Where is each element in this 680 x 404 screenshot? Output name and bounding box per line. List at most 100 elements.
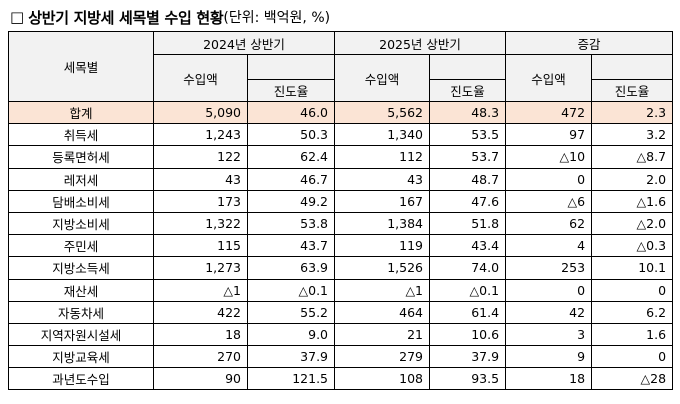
table-row: 자동차세 422 55.2 464 61.4 42 6.2 (8, 300, 674, 324)
cell-p25: 93.5 (429, 367, 507, 391)
cell-da: 18 (505, 367, 593, 391)
cell-da: 0 (505, 278, 593, 302)
cell-da: △6 (505, 189, 593, 213)
table-row: 담배소비세 173 49.2 167 47.6 △6 △1.6 (8, 189, 674, 213)
cell-a24: 270 (153, 345, 248, 369)
cell-a25: 112 (334, 145, 431, 169)
cell-da: 253 (505, 256, 593, 280)
cell-da: 62 (505, 211, 593, 236)
tax-revenue-table: 세목별 2024년 상반기 2025년 상반기 증감 수입액 수입액 수입액 진… (8, 31, 674, 391)
cell-a25: 1,340 (334, 123, 431, 147)
cell-a24: 115 (153, 234, 248, 258)
cell-dp: △8.7 (591, 145, 674, 169)
header-amount-2025: 수입액 (334, 54, 431, 102)
cell-a24: 122 (153, 145, 248, 169)
cell-a25: 21 (334, 322, 431, 347)
row-label: 등록면허세 (8, 145, 154, 169)
header-amount-2024: 수입액 (153, 54, 248, 102)
row-label: 재산세 (8, 278, 154, 302)
cell-p25: 37.9 (429, 345, 507, 369)
cell-da: 97 (505, 123, 593, 147)
cell-a25: 108 (334, 367, 431, 391)
cell-da: 3 (505, 322, 593, 347)
header-blank-2024 (246, 54, 336, 80)
cell-p24: 50.3 (246, 123, 336, 147)
cell-dp: 6.2 (591, 300, 674, 324)
header-blank-2025 (429, 54, 507, 80)
cell-dp: △2.0 (591, 211, 674, 236)
checkbox-square-icon: □ (10, 7, 25, 26)
cell-da: 9 (505, 345, 593, 369)
row-label: 자동차세 (8, 300, 154, 324)
table-row: 지방소비세 1,322 53.8 1,384 51.8 62 △2.0 (8, 211, 674, 236)
row-label: 지방교육세 (8, 345, 154, 369)
cell-p25: 74.0 (429, 256, 507, 280)
cell-p24: △0.1 (246, 278, 336, 302)
header-group-2024: 2024년 상반기 (152, 31, 336, 55)
cell-p24: 37.9 (246, 345, 336, 369)
cell-a24: 90 (153, 367, 248, 391)
header-progress-2024: 진도율 (246, 79, 336, 102)
table-row: 주민세 115 43.7 119 43.4 4 △0.3 (8, 234, 674, 258)
row-label: 지방소비세 (8, 211, 154, 236)
cell-p25: 51.8 (429, 211, 507, 236)
cell-da: 472 (505, 100, 593, 125)
cell-p24: 43.7 (246, 234, 336, 258)
cell-a25: 119 (334, 234, 431, 258)
cell-p24: 46.7 (246, 167, 336, 191)
cell-a25: 5,562 (334, 100, 431, 125)
header-group-change: 증감 (505, 31, 674, 55)
cell-a24: 18 (153, 322, 248, 347)
table-row: 등록면허세 122 62.4 112 53.7 △10 △8.7 (8, 145, 674, 169)
table-row: 지방소득세 1,273 63.9 1,526 74.0 253 10.1 (8, 256, 674, 280)
table-row: 레저세 43 46.7 43 48.7 0 2.0 (8, 167, 674, 191)
table-row: 취득세 1,243 50.3 1,340 53.5 97 3.2 (8, 123, 674, 147)
cell-da: △10 (505, 145, 593, 169)
cell-da: 0 (505, 167, 593, 191)
cell-p25: 10.6 (429, 322, 507, 347)
cell-p24: 121.5 (246, 367, 336, 391)
cell-a24: 1,243 (153, 123, 248, 147)
cell-p24: 53.8 (246, 211, 336, 236)
row-label: 주민세 (8, 234, 154, 258)
cell-a25: 167 (334, 189, 431, 213)
cell-dp: 2.3 (591, 100, 674, 125)
header-amount-change: 수입액 (505, 54, 593, 102)
cell-da: 42 (505, 300, 593, 324)
cell-dp: 0 (591, 278, 674, 302)
cell-p25: 53.7 (429, 145, 507, 169)
row-label: 과년도수입 (8, 367, 154, 391)
cell-p24: 55.2 (246, 300, 336, 324)
cell-p24: 46.0 (246, 100, 336, 125)
cell-a24: 43 (153, 167, 248, 191)
table-row: 합계 5,090 46.0 5,562 48.3 472 2.3 (8, 100, 674, 125)
cell-a25: 1,526 (334, 256, 431, 280)
cell-dp: 2.0 (591, 167, 674, 191)
cell-dp: △0.3 (591, 234, 674, 258)
cell-a24: 173 (153, 189, 248, 213)
cell-p24: 49.2 (246, 189, 336, 213)
cell-a25: 279 (334, 345, 431, 369)
cell-a25: 43 (334, 167, 431, 191)
cell-a25: 464 (334, 300, 431, 324)
page-title: □ 상반기 지방세 세목별 수입 현황 (단위: 백억원, %) (10, 4, 330, 30)
row-label: 취득세 (8, 123, 154, 147)
cell-p25: 48.3 (429, 100, 507, 125)
cell-dp: △28 (591, 367, 674, 391)
cell-p25: 61.4 (429, 300, 507, 324)
cell-dp: △1.6 (591, 189, 674, 213)
cell-p25: 47.6 (429, 189, 507, 213)
cell-p25: 53.5 (429, 123, 507, 147)
cell-p25: 48.7 (429, 167, 507, 191)
table-row: 지역자원시설세 18 9.0 21 10.6 3 1.6 (8, 322, 674, 347)
row-label: 담배소비세 (8, 189, 154, 213)
cell-a24: △1 (153, 278, 248, 302)
cell-a24: 422 (153, 300, 248, 324)
title-unit: (단위: 백억원, %) (223, 10, 331, 26)
cell-a24: 1,273 (153, 256, 248, 280)
cell-dp: 3.2 (591, 123, 674, 147)
header-progress-2025: 진도율 (429, 79, 507, 102)
cell-dp: 1.6 (591, 322, 674, 347)
cell-a24: 5,090 (153, 100, 248, 125)
cell-p25: △0.1 (429, 278, 507, 302)
